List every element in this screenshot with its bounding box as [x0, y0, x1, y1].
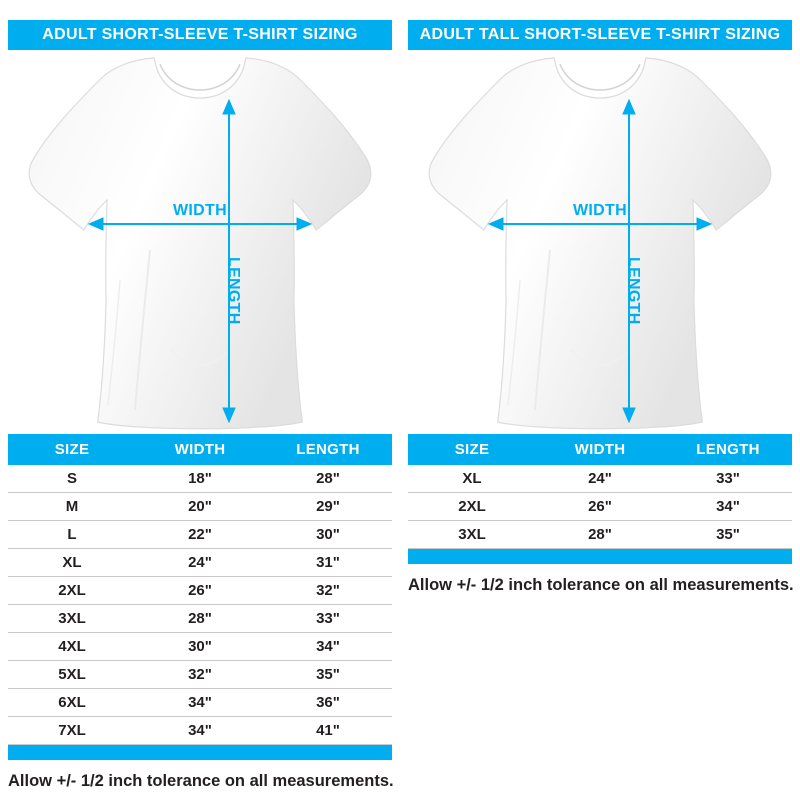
svg-text:LENGTH: LENGTH — [625, 257, 642, 325]
svg-text:WIDTH: WIDTH — [573, 202, 627, 219]
svg-text:LENGTH: LENGTH — [225, 257, 242, 325]
svg-text:WIDTH: WIDTH — [173, 202, 227, 219]
